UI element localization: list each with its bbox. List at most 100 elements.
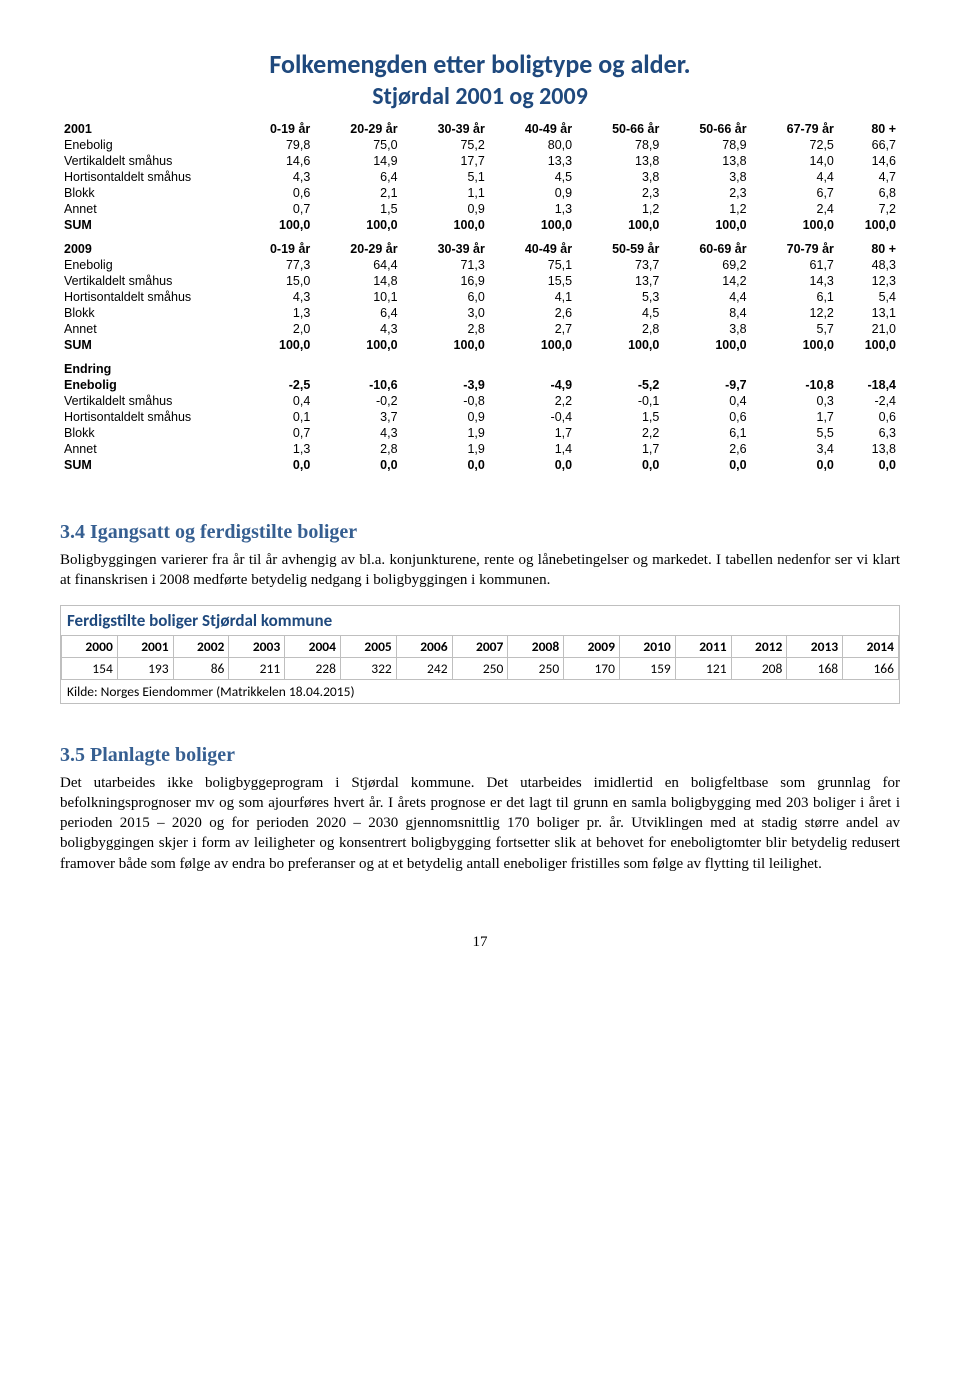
age-column-header: 67-79 år [751, 121, 838, 137]
table-cell: 0,1 [238, 409, 314, 425]
demographics-table: 20010-19 år20-29 år30-39 år40-49 år50-66… [60, 121, 900, 481]
row-label: Enebolig [60, 137, 238, 153]
year-value: 170 [564, 657, 620, 679]
section-year-label: 2009 [60, 241, 238, 257]
table-cell: 14,6 [838, 153, 900, 169]
ferdigstilte-table-wrap: Ferdigstilte boliger Stjørdal kommune 20… [60, 605, 900, 704]
table-cell: 0,0 [314, 457, 401, 473]
year-header: 2003 [229, 635, 285, 657]
table-cell: 100,0 [402, 217, 489, 233]
table-cell: 2,2 [576, 425, 663, 441]
table-cell: 6,4 [314, 305, 401, 321]
section-year-label: 2001 [60, 121, 238, 137]
table-cell: 100,0 [489, 217, 576, 233]
row-label: Vertikaldelt småhus [60, 393, 238, 409]
row-label: Annet [60, 201, 238, 217]
table-cell: 6,0 [402, 289, 489, 305]
table-cell: -2,4 [838, 393, 900, 409]
table-cell: 80,0 [489, 137, 576, 153]
table-cell: 14,0 [751, 153, 838, 169]
table-cell: 13,8 [576, 153, 663, 169]
table-cell: 0,9 [402, 409, 489, 425]
table-cell: 3,8 [663, 321, 750, 337]
table-cell: -10,6 [314, 377, 401, 393]
table-cell: -10,8 [751, 377, 838, 393]
table-cell: 3,7 [314, 409, 401, 425]
ferdigstilte-source: Kilde: Norges Eiendommer (Matrikkelen 18… [61, 680, 899, 703]
table-cell: 6,1 [751, 289, 838, 305]
table-cell: 77,3 [238, 257, 314, 273]
table-cell: 8,4 [663, 305, 750, 321]
table-cell: 2,2 [489, 393, 576, 409]
row-label: Hortisontaldelt småhus [60, 289, 238, 305]
table-cell: -0,2 [314, 393, 401, 409]
section-heading-3-5: 3.5 Planlagte boliger [60, 744, 900, 767]
table-cell: 0,0 [838, 457, 900, 473]
table-cell: 0,0 [576, 457, 663, 473]
table-cell: -5,2 [576, 377, 663, 393]
table-cell: 61,7 [751, 257, 838, 273]
table-cell: 13,7 [576, 273, 663, 289]
table-cell: 1,4 [489, 441, 576, 457]
table-cell: 100,0 [751, 217, 838, 233]
year-header: 2011 [675, 635, 731, 657]
table-cell: 0,0 [402, 457, 489, 473]
table-cell: 4,5 [489, 169, 576, 185]
age-column-header: 50-59 år [576, 241, 663, 257]
table-cell: -18,4 [838, 377, 900, 393]
year-value: 121 [675, 657, 731, 679]
row-label: Enebolig [60, 377, 238, 393]
table-cell: 2,8 [576, 321, 663, 337]
table-cell: 75,1 [489, 257, 576, 273]
table-cell: 5,5 [751, 425, 838, 441]
table-cell: 5,4 [838, 289, 900, 305]
table-cell: 1,2 [576, 201, 663, 217]
table-cell: 21,0 [838, 321, 900, 337]
age-column-header: 20-29 år [314, 241, 401, 257]
table-cell: 64,4 [314, 257, 401, 273]
ferdigstilte-title: Ferdigstilte boliger Stjørdal kommune [61, 606, 899, 635]
table-cell: 79,8 [238, 137, 314, 153]
table-cell: 1,7 [576, 441, 663, 457]
age-column-header: 80 + [838, 121, 900, 137]
table-cell: 0,9 [489, 185, 576, 201]
table-cell: 0,0 [238, 457, 314, 473]
table-cell: 4,5 [576, 305, 663, 321]
table-cell: 1,7 [751, 409, 838, 425]
table-cell: 14,8 [314, 273, 401, 289]
table-cell: 1,3 [238, 305, 314, 321]
table-cell: 100,0 [663, 337, 750, 353]
year-value: 250 [508, 657, 564, 679]
row-label: SUM [60, 217, 238, 233]
table-cell: 1,1 [402, 185, 489, 201]
table-cell: 2,7 [489, 321, 576, 337]
year-header: 2000 [62, 635, 118, 657]
table-cell: 72,5 [751, 137, 838, 153]
year-header: 2004 [285, 635, 341, 657]
table-cell: 0,6 [238, 185, 314, 201]
table-cell: 78,9 [663, 137, 750, 153]
row-label: Hortisontaldelt småhus [60, 169, 238, 185]
table-cell: 4,4 [751, 169, 838, 185]
table-cell: 100,0 [238, 217, 314, 233]
table-cell: 1,3 [489, 201, 576, 217]
table-cell: 13,8 [838, 441, 900, 457]
row-label: Blokk [60, 305, 238, 321]
table-cell: 14,9 [314, 153, 401, 169]
page-number: 17 [60, 934, 900, 951]
table-cell: 4,3 [238, 289, 314, 305]
table-cell: 14,3 [751, 273, 838, 289]
table-cell: 10,1 [314, 289, 401, 305]
table-cell: 2,6 [663, 441, 750, 457]
age-column-header: 30-39 år [402, 121, 489, 137]
table-cell: -0,8 [402, 393, 489, 409]
row-label: SUM [60, 337, 238, 353]
table-cell: -2,5 [238, 377, 314, 393]
year-value: 228 [285, 657, 341, 679]
table-cell: 0,9 [402, 201, 489, 217]
table-cell: 0,4 [663, 393, 750, 409]
table-cell: 1,5 [576, 409, 663, 425]
year-header: 2009 [564, 635, 620, 657]
table-cell: 14,2 [663, 273, 750, 289]
table-cell: 4,7 [838, 169, 900, 185]
